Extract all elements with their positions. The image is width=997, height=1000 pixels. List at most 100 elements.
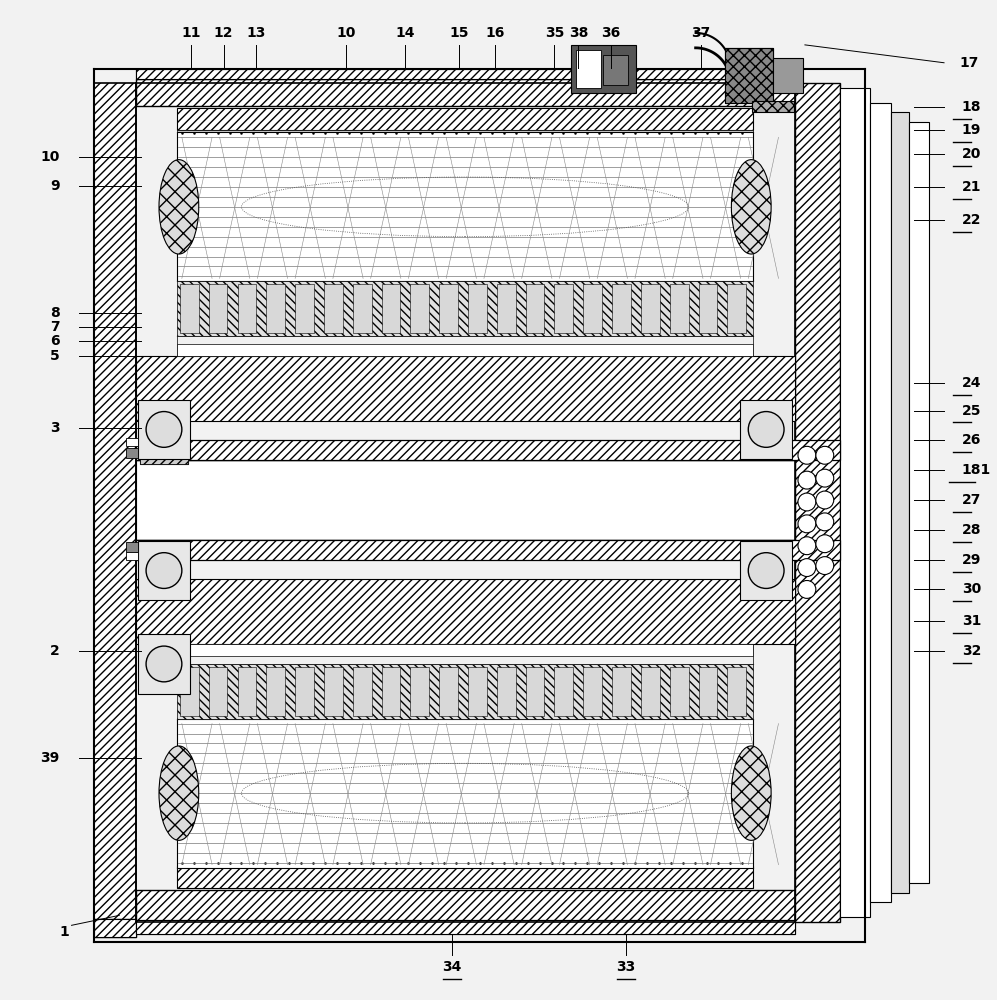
Bar [525,667,544,716]
Circle shape [798,446,816,464]
Bar [127,542,139,552]
Bar [699,284,717,333]
Bar [95,919,137,937]
Text: 14: 14 [396,26,415,40]
Text: 39: 39 [40,751,60,765]
Bar [176,336,754,356]
Bar [141,375,187,464]
Bar [176,860,754,866]
Bar [266,667,285,716]
Text: 16: 16 [486,26,504,40]
Text: 25: 25 [962,404,981,418]
Bar [468,284,487,333]
Text: 5: 5 [50,349,60,363]
Bar [237,284,256,333]
Bar [869,103,891,902]
Bar [137,440,839,460]
Bar [583,284,602,333]
Bar [176,644,754,664]
Bar [728,667,746,716]
Bar [612,667,631,716]
Text: 32: 32 [962,644,981,658]
Bar [670,284,689,333]
Bar [497,284,515,333]
Text: 1: 1 [60,925,70,939]
Text: 36: 36 [601,26,621,40]
Bar [411,667,429,716]
Text: 26: 26 [962,433,981,447]
Circle shape [147,553,181,588]
Ellipse shape [159,160,198,254]
Circle shape [798,515,816,533]
Bar [176,130,754,136]
Bar [266,284,285,333]
Text: 24: 24 [962,376,981,390]
Text: 37: 37 [691,26,710,40]
Bar [179,667,198,716]
Text: 21: 21 [962,180,981,194]
Ellipse shape [732,160,771,254]
Bar [176,644,754,656]
Bar [127,552,139,560]
Text: 18: 18 [962,100,981,114]
Bar [753,101,794,112]
Circle shape [816,446,833,464]
Bar [699,667,717,716]
Text: 10: 10 [40,150,60,164]
Text: 19: 19 [962,123,981,137]
Text: 7: 7 [50,320,60,334]
Text: 28: 28 [962,523,981,537]
Bar [670,667,689,716]
Circle shape [749,412,784,447]
Bar [176,281,754,336]
Ellipse shape [159,746,198,840]
Bar [139,400,189,459]
Circle shape [816,535,833,553]
Bar [741,541,792,600]
Circle shape [798,580,816,598]
Bar [208,667,227,716]
Circle shape [147,646,181,682]
Bar [295,667,314,716]
Circle shape [816,491,833,509]
Text: 33: 33 [616,960,636,974]
Bar [324,284,343,333]
Text: 8: 8 [50,306,60,320]
Bar [741,400,792,459]
Bar [295,284,314,333]
Bar [411,284,429,333]
Bar [95,919,137,937]
Bar [641,667,660,716]
Bar [179,284,198,333]
Bar [139,634,189,694]
Text: 31: 31 [962,614,981,628]
Text: 3: 3 [50,421,60,435]
Circle shape [749,553,784,588]
Bar [353,284,372,333]
Bar [576,50,601,88]
Bar [353,667,372,716]
Bar [95,83,137,922]
Bar [176,719,754,868]
Bar [726,48,773,103]
Bar [137,579,795,644]
Bar [137,540,839,560]
Text: 20: 20 [962,147,981,161]
Text: 10: 10 [336,26,356,40]
Bar [176,132,754,281]
Text: 12: 12 [213,26,233,40]
Text: 38: 38 [568,26,588,40]
Bar [525,284,544,333]
Bar [176,344,754,356]
Bar [127,438,139,446]
Text: 6: 6 [50,334,60,348]
Text: 34: 34 [443,960,462,974]
Bar [137,79,795,106]
Bar [382,284,401,333]
Text: 181: 181 [962,463,991,477]
Circle shape [816,513,833,531]
Bar [468,667,487,716]
Bar [603,55,628,85]
Text: 35: 35 [544,26,564,40]
Bar [237,667,256,716]
